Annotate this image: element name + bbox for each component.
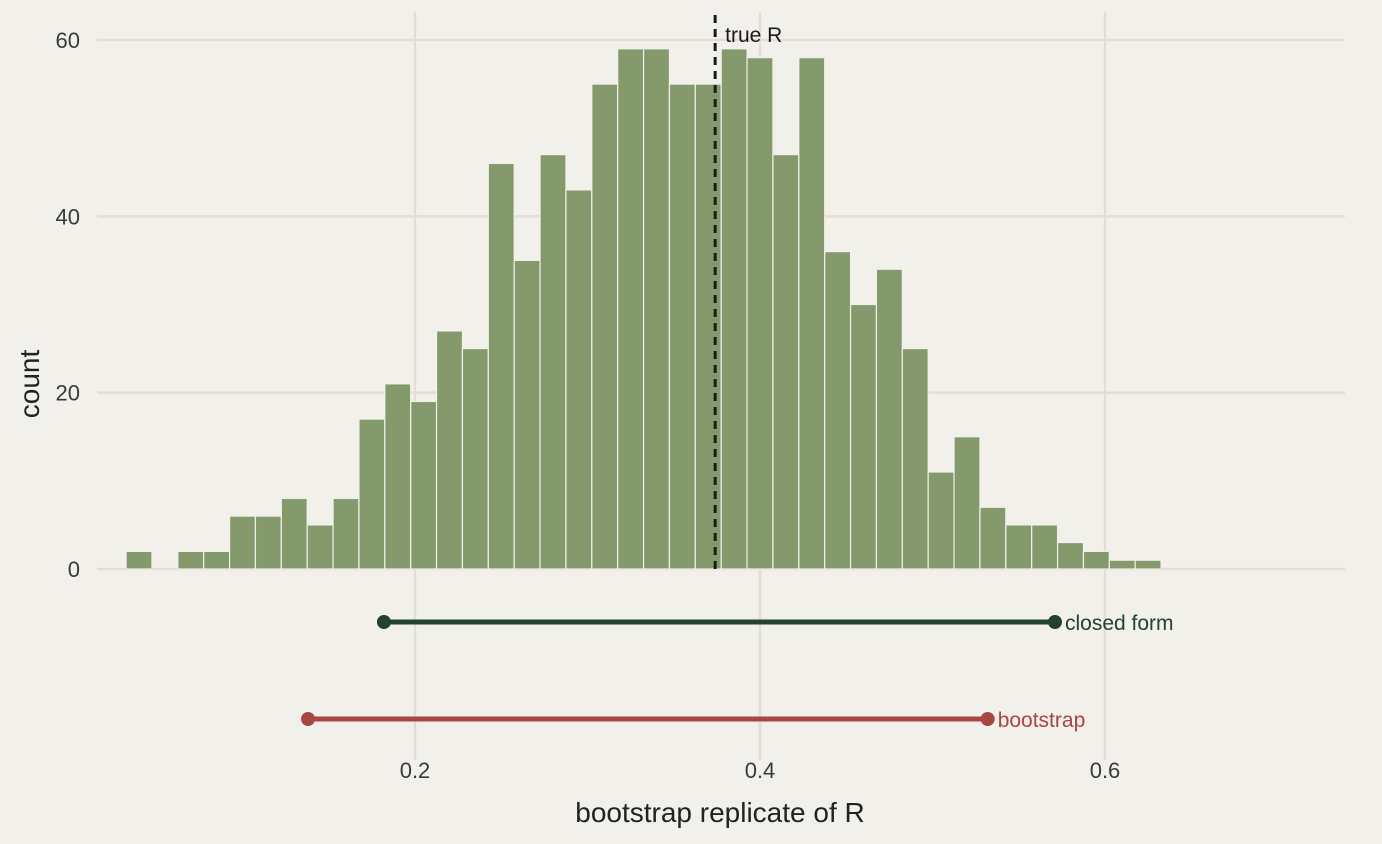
histogram-bar xyxy=(849,303,878,570)
histogram-bar xyxy=(254,515,282,570)
x-tick-label: 0.6 xyxy=(1090,758,1121,783)
histogram-bar xyxy=(461,347,489,570)
interval-low-point xyxy=(301,712,316,726)
histogram-bar xyxy=(1082,550,1110,570)
y-tick-label: 40 xyxy=(56,204,80,229)
y-tick-label: 60 xyxy=(56,28,80,53)
histogram-bar xyxy=(203,550,231,570)
histogram-bar xyxy=(694,83,722,570)
interval-label: bootstrap xyxy=(998,709,1086,732)
histogram-bar xyxy=(565,189,593,570)
histogram-bar xyxy=(642,48,671,570)
histogram-bar xyxy=(1108,559,1136,570)
confidence-intervals: closed form bootstrap xyxy=(301,612,1174,732)
histogram-bar xyxy=(228,515,257,570)
histogram-bar xyxy=(824,251,852,570)
histogram-bar xyxy=(591,83,619,570)
y-axis-title: count xyxy=(14,350,45,419)
interval-low-point xyxy=(376,615,391,629)
y-tick-label: 20 xyxy=(56,381,80,406)
histogram-bar xyxy=(979,506,1007,570)
true-r-label: true R xyxy=(725,24,782,47)
histogram-bar xyxy=(875,268,903,570)
histogram-bar xyxy=(306,524,334,570)
histogram-bar xyxy=(668,83,696,570)
histogram-bar xyxy=(1031,524,1059,570)
histogram-bar xyxy=(617,48,645,570)
histogram-bar xyxy=(720,48,748,570)
x-tick-label: 0.2 xyxy=(400,758,431,783)
histogram-bar xyxy=(435,330,464,570)
histogram-bar xyxy=(953,436,981,570)
x-axis-title: bootstrap replicate of R xyxy=(575,797,865,828)
histogram-bar xyxy=(772,154,800,570)
histogram-bar xyxy=(410,400,438,570)
histogram-bar xyxy=(513,259,541,570)
y-tick-label: 0 xyxy=(68,557,80,582)
y-tick-labels: 0 20 40 60 xyxy=(56,28,80,582)
interval-label: closed form xyxy=(1065,612,1174,635)
histogram-bar xyxy=(177,550,205,570)
true-r-reference: true R xyxy=(713,15,782,569)
histogram-bar xyxy=(384,383,412,570)
histogram-bar xyxy=(1056,541,1085,570)
histogram-bar xyxy=(539,154,567,570)
histogram-bar xyxy=(358,418,386,570)
histogram-bar xyxy=(901,347,929,570)
histogram-bar xyxy=(1005,524,1033,570)
histogram-bar xyxy=(280,497,308,570)
interval-high-point xyxy=(980,712,995,726)
interval-high-point xyxy=(1047,615,1062,629)
histogram-bar xyxy=(1134,559,1162,570)
histogram-bar xyxy=(487,162,515,570)
histogram-bar xyxy=(798,57,826,570)
histogram-bar xyxy=(125,550,153,570)
x-tick-label: 0.4 xyxy=(745,758,776,783)
x-tick-labels: 0.2 0.4 0.6 xyxy=(400,758,1121,783)
histogram-bar xyxy=(332,497,360,570)
histogram-bar xyxy=(927,471,955,570)
histogram-bars xyxy=(125,48,1162,570)
histogram-bar xyxy=(746,57,774,570)
